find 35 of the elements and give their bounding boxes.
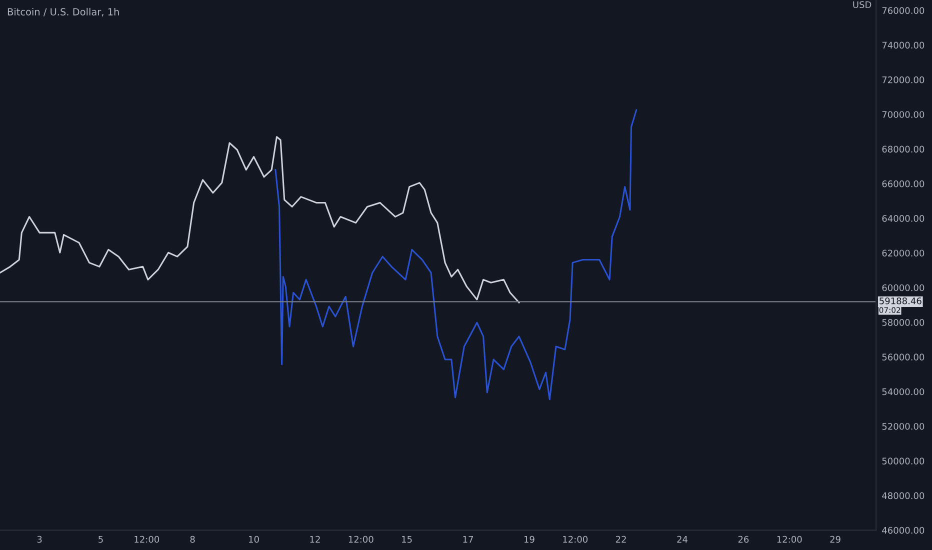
text: Bitcoin / U.S. Dollar, 1h: [8, 8, 119, 16]
x-tick-label: 15: [402, 536, 412, 543]
x-tick-label: 26: [738, 536, 749, 543]
y-tick-label: 72000.00: [882, 76, 924, 84]
y-tick-label: 68000.00: [882, 146, 924, 153]
x-tick-label: 5: [98, 536, 103, 543]
y-tick-label: 54000.00: [882, 388, 924, 396]
x-tick-label: 22: [616, 536, 626, 543]
x-tick-label: 17: [463, 536, 473, 543]
x-tick-label: 24: [677, 536, 688, 543]
x-tick-label: 12:00: [777, 536, 802, 543]
x-tick-label: 12:00: [563, 536, 588, 543]
y-tick-label: 66000.00: [882, 180, 924, 188]
y-axis-title: USD: [853, 1, 872, 8]
x-tick-label: 29: [830, 536, 840, 543]
x-tick-label: 12:00: [348, 536, 374, 543]
y-tick-label: 56000.00: [882, 354, 924, 360]
y-tick-label: 64000.00: [882, 215, 924, 222]
x-tick-label: 8: [190, 536, 195, 543]
y-tick-label: 58000.00: [882, 319, 924, 326]
y-tick-label: 46000.00: [882, 526, 924, 534]
y-tick-label: 50000.00: [882, 458, 924, 464]
x-tick-label: 3: [37, 536, 42, 543]
x-tick-label: 12: [310, 536, 320, 543]
y-tick-label: 74000.00: [882, 42, 924, 49]
y-tick-label: 48000.00: [882, 492, 924, 500]
x-tick-label: 12:00: [134, 536, 160, 543]
y-tick-label: 62000.00: [882, 250, 924, 257]
ref-line-label: 59188.46: [880, 297, 922, 304]
y-tick-label: 60000.00: [882, 284, 924, 292]
y-tick-label: 52000.00: [882, 422, 924, 430]
y-tick-label: 76000.00: [882, 7, 924, 14]
x-tick-label: 19: [524, 536, 534, 543]
y-tick-label: 70000.00: [882, 111, 924, 118]
x-tick-label: 10: [249, 536, 259, 543]
